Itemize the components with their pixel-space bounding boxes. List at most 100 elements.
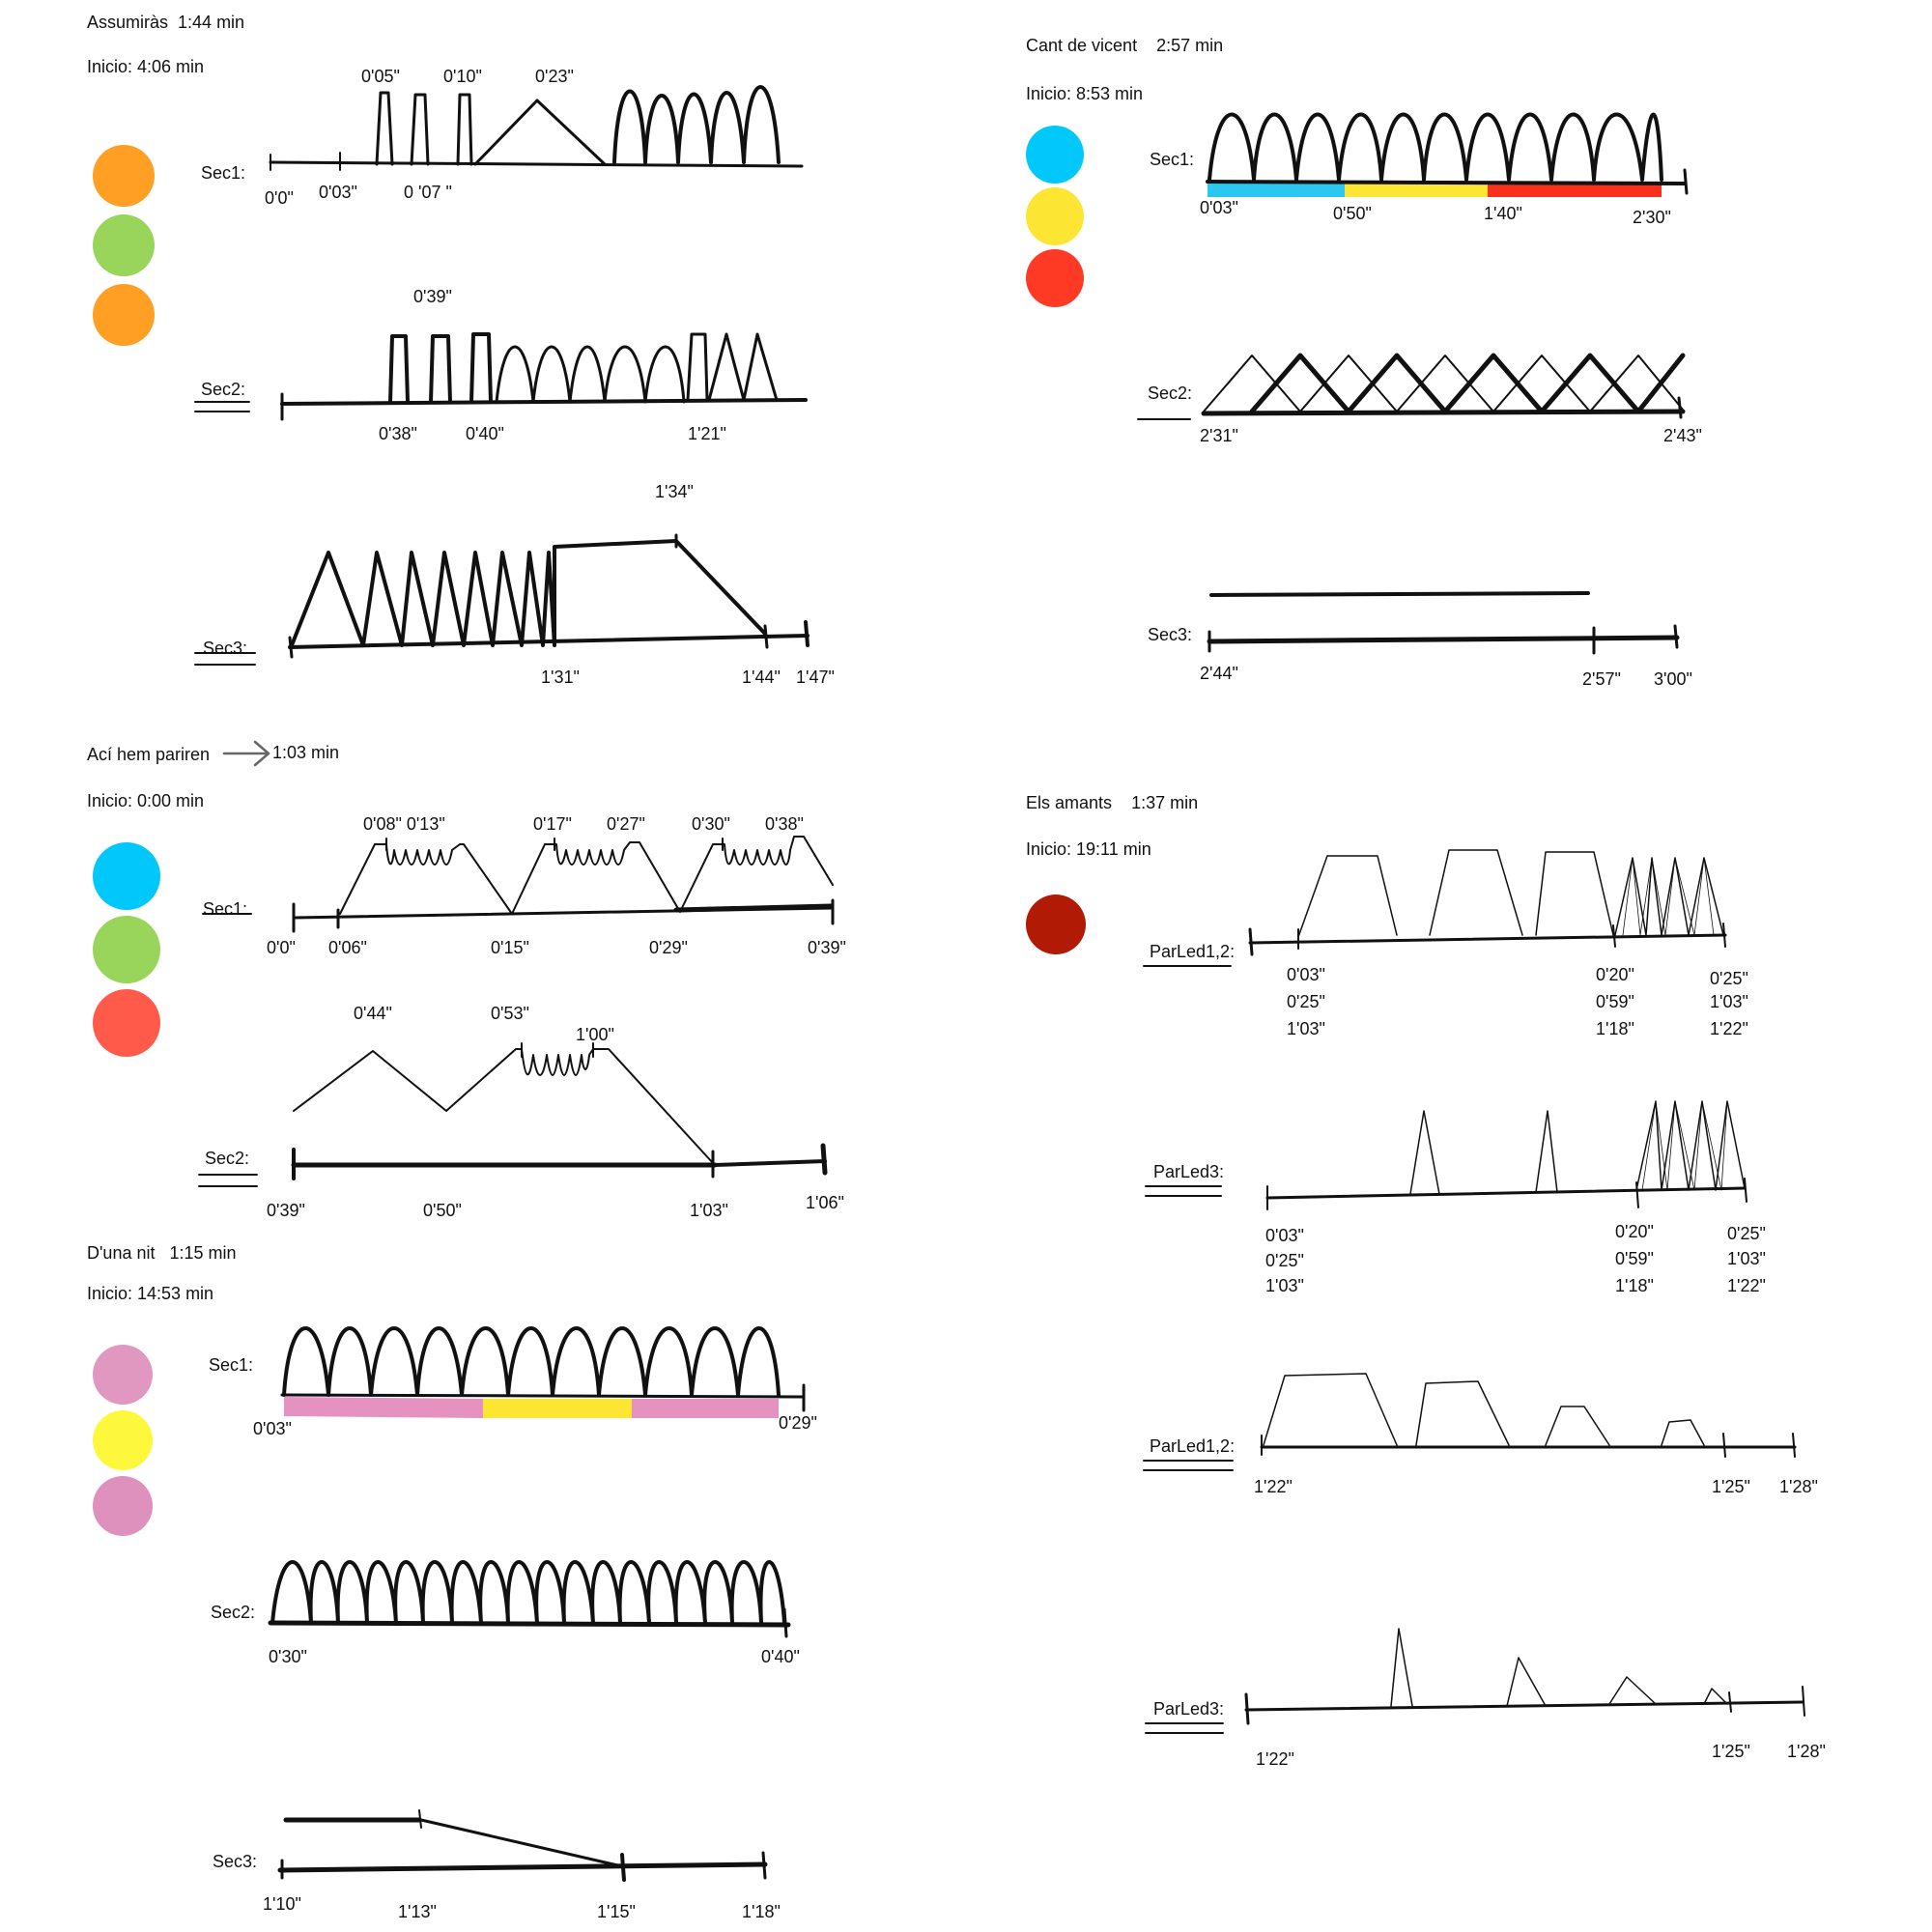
duna-nit-sec3 bbox=[277, 1809, 768, 1882]
tick-label: 1'10" bbox=[263, 1894, 301, 1914]
song-start-assumiras: Inicio: 4:06 min bbox=[87, 57, 205, 76]
color-dot bbox=[93, 1476, 153, 1536]
song-title-cant-de-vicent: Cant de vicent 2:57 min bbox=[1026, 36, 1224, 55]
section-label: Sec2: bbox=[211, 1603, 256, 1622]
color-dot bbox=[93, 916, 160, 983]
duna-nit-sec2 bbox=[268, 1560, 791, 1638]
color-dot bbox=[1026, 126, 1084, 184]
aci-hem-pariren-sec1 bbox=[292, 836, 835, 933]
mark-label: 0'17" bbox=[533, 814, 572, 834]
tick-label: 0'59" bbox=[1596, 992, 1634, 1011]
tick-label: 1'03" bbox=[1287, 1019, 1325, 1038]
color-dot bbox=[93, 842, 160, 910]
tick-label: 1'25" bbox=[1712, 1477, 1750, 1496]
tick-label: 0'06" bbox=[328, 938, 367, 957]
tick-label: 1'18" bbox=[1596, 1019, 1634, 1038]
tick-label: 0'0" bbox=[267, 938, 296, 957]
color-band bbox=[283, 1397, 484, 1418]
tick-label: 1'15" bbox=[597, 1902, 636, 1921]
tick-label: 3'00" bbox=[1654, 669, 1692, 689]
song-start-els-amants: Inicio: 19:11 min bbox=[1026, 839, 1151, 859]
tick-label: 1'13" bbox=[398, 1902, 437, 1921]
aci-hem-pariren-sec2 bbox=[291, 1042, 828, 1180]
section-label: Sec2: bbox=[201, 380, 246, 399]
tick-label: 0'25" bbox=[1710, 969, 1748, 988]
tick-label: 1'44" bbox=[742, 668, 781, 687]
assumiras-sec2 bbox=[280, 332, 808, 421]
color-dot bbox=[1026, 895, 1086, 954]
section-label: Sec1: bbox=[201, 163, 246, 183]
els-amants-parled12-a bbox=[1248, 849, 1727, 956]
mark-label: 0'39" bbox=[413, 287, 452, 306]
song-title-assumiras: Assumiràs 1:44 min bbox=[87, 13, 245, 32]
section-label: Sec1: bbox=[203, 899, 248, 919]
tick-label: 0'29" bbox=[649, 938, 688, 957]
assumiras-sec3 bbox=[288, 533, 810, 659]
mark-label: 0'05" bbox=[361, 67, 400, 86]
tick-label: 2'44" bbox=[1200, 664, 1238, 683]
song-start-cant-de-vicent: Inicio: 8:53 min bbox=[1026, 84, 1144, 103]
tick-label: 0'03" bbox=[1200, 198, 1238, 217]
tick-label: 1'03" bbox=[1265, 1276, 1304, 1295]
tick-label: 2'30" bbox=[1633, 208, 1671, 227]
tick-label: 2'43" bbox=[1663, 426, 1702, 445]
tick-label: 1'18" bbox=[742, 1902, 781, 1921]
mark-label: 0'53" bbox=[491, 1004, 529, 1023]
tick-label: 1'40" bbox=[1484, 204, 1522, 223]
tick-label: 1'18" bbox=[1615, 1276, 1654, 1295]
tick-label: 1'22" bbox=[1254, 1477, 1293, 1496]
tick-label: 1'06" bbox=[806, 1193, 844, 1212]
mark-label: 0'10" bbox=[443, 67, 482, 86]
tick-label: 1'28" bbox=[1787, 1742, 1826, 1761]
tick-label: 1'31" bbox=[541, 668, 580, 687]
tick-label: 0'03" bbox=[253, 1419, 292, 1438]
tick-label: 0'59" bbox=[1615, 1249, 1654, 1268]
tick-label: 0'03" bbox=[1287, 965, 1325, 984]
song-start-duna-nit: Inicio: 14:53 min bbox=[87, 1284, 214, 1303]
els-amants-parled12-b bbox=[1260, 1373, 1797, 1458]
color-dot bbox=[1026, 249, 1084, 307]
mark-label: 0'30" bbox=[692, 814, 730, 834]
tick-label: 0'03" bbox=[1265, 1226, 1304, 1245]
tick-label: 0'03" bbox=[319, 183, 357, 202]
tick-label: 0'50" bbox=[1333, 204, 1372, 223]
color-dot bbox=[93, 214, 155, 276]
tick-label: 1'03" bbox=[1727, 1249, 1766, 1268]
tick-label: 1'03" bbox=[1710, 992, 1748, 1011]
color-dot bbox=[93, 989, 160, 1057]
tick-label: 1'03" bbox=[690, 1201, 728, 1220]
section-label: Sec3: bbox=[203, 639, 248, 658]
section-label: ParLed1,2: bbox=[1150, 942, 1236, 961]
tick-label: 0'40" bbox=[761, 1647, 800, 1666]
tick-label: 0'25" bbox=[1265, 1251, 1304, 1270]
tick-label: 1'22" bbox=[1256, 1749, 1294, 1769]
song-start-aci-hem-pariren: Inicio: 0:00 min bbox=[87, 791, 205, 810]
tick-label: 0'25" bbox=[1287, 992, 1325, 1011]
color-dot bbox=[93, 1345, 153, 1405]
assumiras-sec1 bbox=[269, 85, 804, 171]
section-label: Sec3: bbox=[1148, 625, 1193, 644]
tick-label: 0'0" bbox=[265, 188, 294, 208]
section-label: Sec2: bbox=[205, 1149, 250, 1168]
section-label: ParLed3: bbox=[1153, 1699, 1225, 1719]
section-label: Sec1: bbox=[1150, 150, 1195, 169]
cant-de-vicent-sec3 bbox=[1207, 591, 1680, 655]
tick-label: 0'20" bbox=[1596, 965, 1634, 984]
els-amants-parled3-b bbox=[1244, 1628, 1805, 1725]
els-amants-parled3-a bbox=[1265, 1100, 1747, 1210]
tick-label: 0'30" bbox=[269, 1647, 307, 1666]
mark-label: 1'00" bbox=[576, 1025, 614, 1044]
song-title-aci-hem-pariren: Ací hem pariren bbox=[87, 745, 211, 764]
tick-label: 0'15" bbox=[491, 938, 529, 957]
tick-label: 1'22" bbox=[1727, 1276, 1766, 1295]
tick-label: 1'25" bbox=[1712, 1742, 1750, 1761]
color-dot bbox=[93, 1410, 153, 1470]
song-title-els-amants: Els amants 1:37 min bbox=[1026, 793, 1199, 812]
cant-de-vicent-sec2 bbox=[1201, 353, 1686, 419]
song-title-duna-nit: D'una nit 1:15 min bbox=[87, 1243, 237, 1263]
mark-label: 0'27" bbox=[607, 814, 645, 834]
color-dot bbox=[93, 145, 155, 207]
duna-nit-sec1 bbox=[280, 1326, 806, 1418]
section-label: Sec1: bbox=[209, 1355, 254, 1375]
